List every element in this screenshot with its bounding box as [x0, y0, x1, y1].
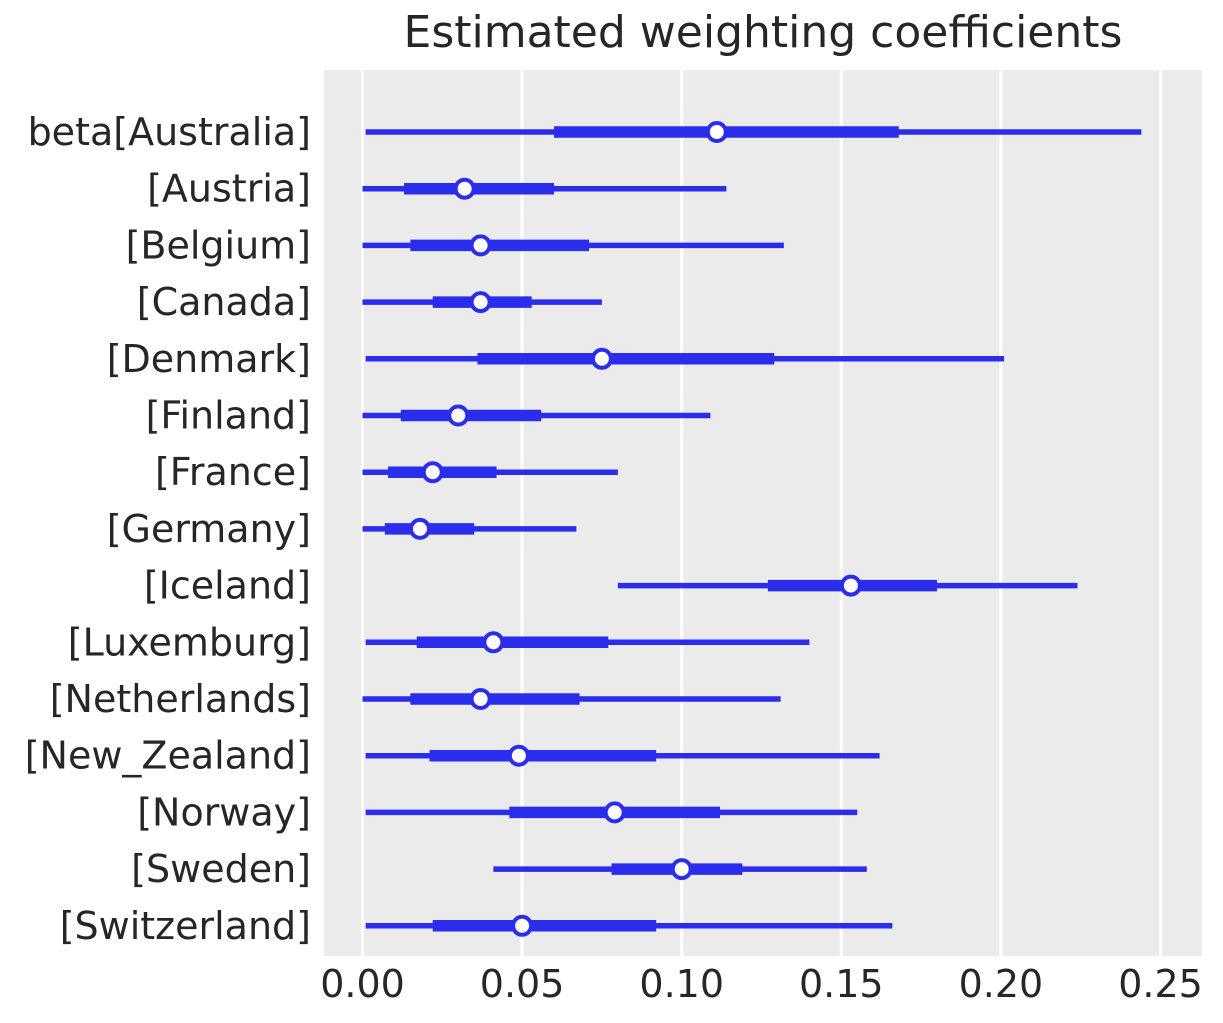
y-tick-label: [Iceland] [144, 564, 311, 608]
forest-row: [Switzerland] [60, 904, 893, 948]
x-tick-label: 0.05 [480, 962, 565, 1006]
y-tick-label: [Finland] [146, 394, 311, 438]
y-tick-label: [France] [155, 450, 311, 494]
median-marker [469, 291, 492, 314]
forest-row: [Finland] [146, 394, 711, 438]
forest-row: [Iceland] [144, 564, 1078, 608]
y-tick-label: [Luxemburg] [68, 620, 311, 664]
x-tick-label: 0.00 [320, 962, 405, 1006]
forest-row: [Germany] [107, 507, 577, 551]
forest-row: beta[Australia] [28, 110, 1142, 154]
median-marker [705, 121, 728, 143]
y-tick-label: [New_Zealand] [25, 734, 311, 778]
forest-row: [Belgium] [126, 223, 784, 267]
y-tick-label: [Belgium] [126, 223, 311, 267]
median-marker [469, 234, 492, 257]
y-tick-label: [Netherlands] [50, 677, 311, 721]
x-tick-label: 0.15 [799, 962, 884, 1006]
plot-background [324, 70, 1202, 956]
y-tick-label: [Switzerland] [60, 904, 311, 948]
x-tick-label: 0.20 [959, 962, 1044, 1006]
y-tick-label: [Germany] [107, 507, 311, 551]
forest-row: [Luxemburg] [68, 620, 810, 664]
forest-row: [France] [155, 450, 618, 494]
median-marker [469, 688, 492, 710]
median-marker [839, 574, 862, 597]
forest-row: [New_Zealand] [25, 734, 880, 778]
median-marker [408, 517, 431, 540]
median-marker [482, 631, 505, 654]
y-tick-label: beta[Australia] [28, 110, 311, 154]
forest-row: [Sweden] [131, 847, 867, 891]
median-marker [447, 404, 470, 427]
forest-row: [Canada] [137, 280, 602, 324]
forest-row: [Norway] [137, 790, 858, 834]
y-tick-label: [Denmark] [107, 337, 311, 381]
forest-row: [Denmark] [107, 337, 1005, 381]
y-tick-label: [Norway] [137, 790, 311, 834]
median-marker [590, 347, 613, 370]
forest-row: [Netherlands] [50, 677, 781, 721]
median-marker [453, 177, 476, 200]
chart-title: Estimated weighting coefficients [403, 7, 1123, 58]
y-tick-label: [Austria] [147, 167, 311, 211]
y-tick-label: [Sweden] [131, 847, 311, 891]
median-marker [507, 744, 530, 767]
median-marker [670, 858, 693, 881]
median-marker [421, 461, 444, 484]
median-marker [603, 801, 626, 824]
median-marker [511, 914, 534, 937]
x-tick-label: 0.25 [1118, 962, 1203, 1006]
y-tick-label: [Canada] [137, 280, 311, 324]
forest-row: [Austria] [147, 167, 727, 211]
x-tick-label: 0.10 [639, 962, 724, 1006]
